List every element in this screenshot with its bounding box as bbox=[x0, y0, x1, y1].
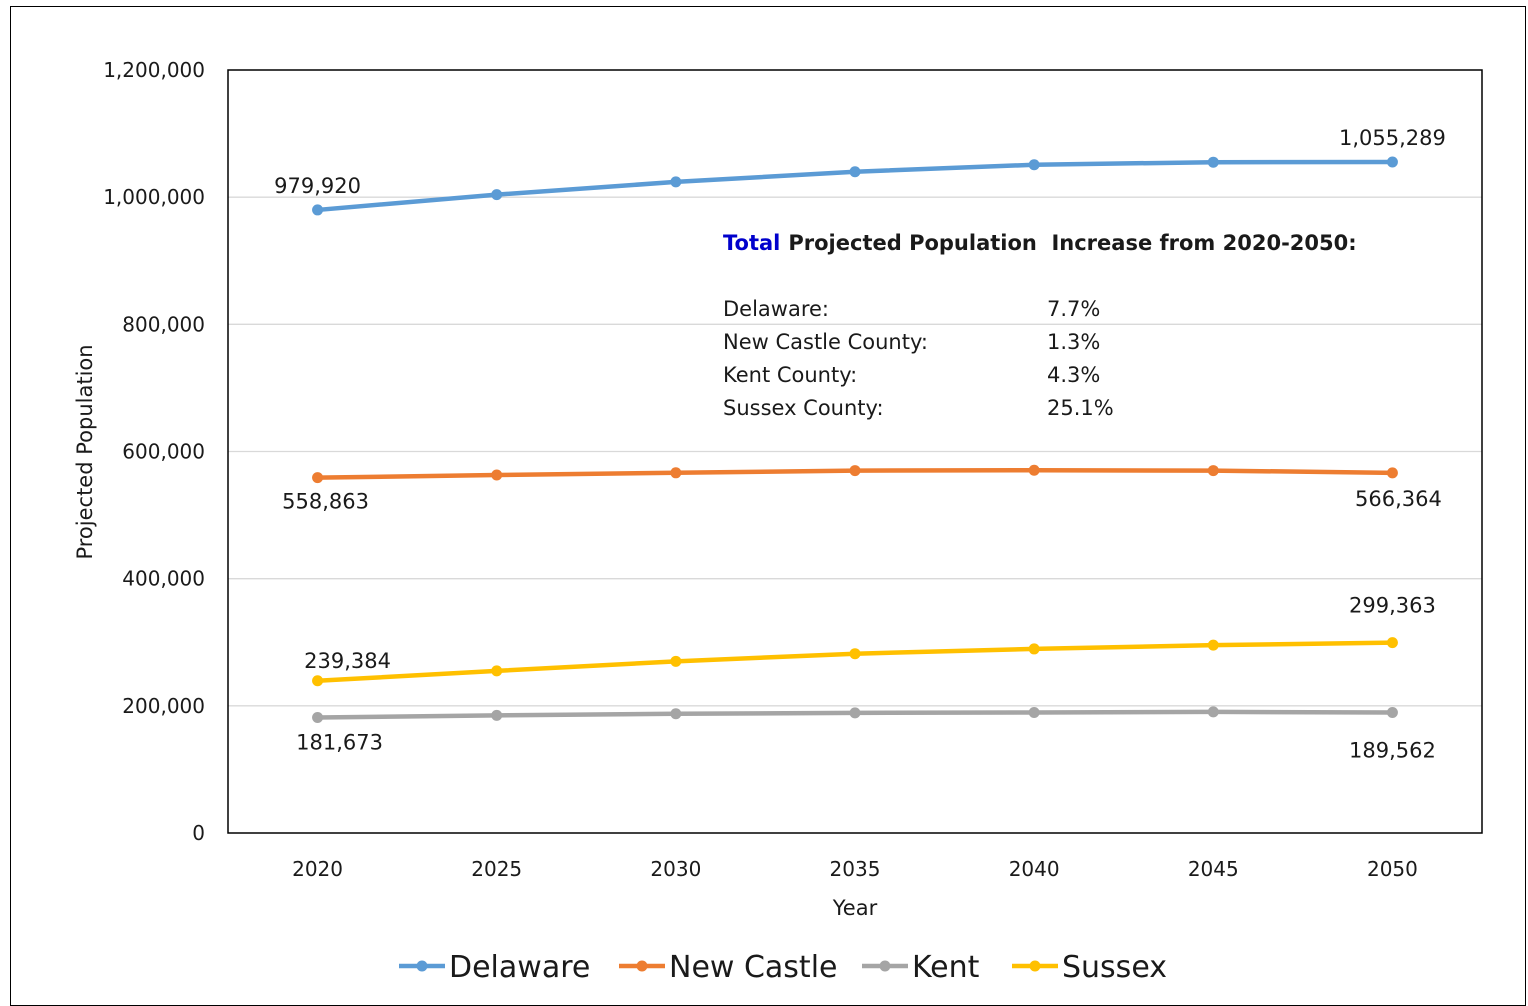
y-tick-label: 0 bbox=[192, 821, 205, 845]
data-point-kent bbox=[1028, 707, 1040, 719]
x-axis-label: Year bbox=[832, 896, 878, 920]
data-label-delaware-first: 979,920 bbox=[274, 174, 361, 198]
legend-label-new-castle: New Castle bbox=[669, 950, 838, 985]
legend-label-delaware: Delaware bbox=[449, 950, 590, 985]
data-point-sussex bbox=[670, 655, 682, 667]
y-axis-ticks: 0 200,000 400,000 600,000 800,000 1,000,000 1,… bbox=[103, 58, 205, 845]
y-tick-label: 400,000 bbox=[122, 567, 205, 591]
increase-annotation: Total Projected Population Increase from … bbox=[723, 231, 1357, 420]
data-point-new-castle bbox=[1028, 464, 1040, 476]
annotation-row-value: 1.3% bbox=[1047, 330, 1100, 354]
data-labels: 979,920 1,055,289 558,863 566,364 181,673 189… bbox=[274, 126, 1446, 762]
data-point-delaware bbox=[1028, 159, 1040, 171]
x-tick-label: 2040 bbox=[1009, 857, 1060, 881]
x-tick-label: 2030 bbox=[650, 857, 701, 881]
y-tick-label: 1,200,000 bbox=[103, 58, 205, 82]
y-tick-label: 200,000 bbox=[122, 694, 205, 718]
x-tick-label: 2045 bbox=[1188, 857, 1239, 881]
annotation-title-total: Total bbox=[723, 231, 780, 255]
data-label-sussex-last: 299,363 bbox=[1349, 594, 1436, 618]
gridlines bbox=[228, 196, 1482, 707]
y-tick-label: 600,000 bbox=[122, 440, 205, 464]
y-axis-label: Projected Population bbox=[73, 344, 97, 559]
data-point-new-castle bbox=[491, 469, 503, 481]
annotation-row-value: 7.7% bbox=[1047, 297, 1100, 321]
data-label-new-castle-first: 558,863 bbox=[282, 490, 369, 514]
data-point-delaware bbox=[849, 166, 861, 178]
legend: Delaware New Castle Kent Sussex bbox=[399, 950, 1167, 985]
x-axis-ticks: 2020 2025 2030 2035 2040 2045 2050 bbox=[292, 857, 1418, 881]
data-point-delaware bbox=[670, 176, 682, 188]
data-label-sussex-first: 239,384 bbox=[304, 649, 391, 673]
data-point-new-castle bbox=[670, 467, 682, 479]
data-point-new-castle bbox=[1386, 467, 1398, 479]
annotation-title-rest: Projected Population Increase from 2020-… bbox=[788, 231, 1356, 255]
annotation-row-label: Delaware: bbox=[723, 297, 829, 321]
data-point-delaware bbox=[491, 189, 503, 201]
annotation-row-value: 4.3% bbox=[1047, 363, 1100, 387]
y-tick-label: 800,000 bbox=[122, 312, 205, 336]
data-point-kent bbox=[1207, 706, 1219, 718]
data-point-kent bbox=[491, 709, 503, 721]
legend-marker-delaware bbox=[416, 960, 428, 972]
data-point-delaware bbox=[1207, 156, 1219, 168]
data-point-sussex bbox=[1207, 639, 1219, 651]
legend-marker-sussex bbox=[1029, 960, 1041, 972]
data-point-kent bbox=[849, 707, 861, 719]
data-point-sussex bbox=[849, 648, 861, 660]
data-point-new-castle bbox=[312, 472, 324, 484]
data-point-delaware bbox=[1386, 156, 1398, 168]
data-label-new-castle-last: 566,364 bbox=[1355, 487, 1442, 511]
data-point-kent bbox=[312, 711, 324, 723]
data-point-kent bbox=[1386, 706, 1398, 718]
data-point-delaware bbox=[312, 204, 324, 216]
data-label-kent-last: 189,562 bbox=[1349, 738, 1436, 762]
data-point-sussex bbox=[1028, 643, 1040, 655]
series-points bbox=[312, 156, 1398, 723]
annotation-row-label: Sussex County: bbox=[723, 396, 884, 420]
legend-marker-new-castle bbox=[636, 960, 648, 972]
data-point-new-castle bbox=[849, 465, 861, 477]
annotation-row-value: 25.1% bbox=[1047, 396, 1114, 420]
data-point-sussex bbox=[491, 665, 503, 677]
data-label-delaware-last: 1,055,289 bbox=[1339, 126, 1446, 150]
annotation-title: Total Projected Population Increase from … bbox=[723, 231, 1357, 255]
data-point-sussex bbox=[1386, 637, 1398, 649]
legend-label-sussex: Sussex bbox=[1062, 950, 1167, 985]
legend-marker-kent bbox=[879, 960, 891, 972]
x-tick-label: 2020 bbox=[292, 857, 343, 881]
data-label-kent-first: 181,673 bbox=[296, 730, 383, 754]
plot-area-border bbox=[227, 69, 1483, 834]
x-tick-label: 2050 bbox=[1367, 857, 1418, 881]
data-point-sussex bbox=[312, 675, 324, 687]
annotation-row-label: Kent County: bbox=[723, 363, 857, 387]
x-tick-label: 2025 bbox=[471, 857, 522, 881]
y-tick-label: 1,000,000 bbox=[103, 185, 205, 209]
data-point-kent bbox=[670, 708, 682, 720]
annotation-row-label: New Castle County: bbox=[723, 330, 928, 354]
data-point-new-castle bbox=[1207, 465, 1219, 477]
legend-label-kent: Kent bbox=[912, 950, 980, 985]
x-tick-label: 2035 bbox=[830, 857, 881, 881]
